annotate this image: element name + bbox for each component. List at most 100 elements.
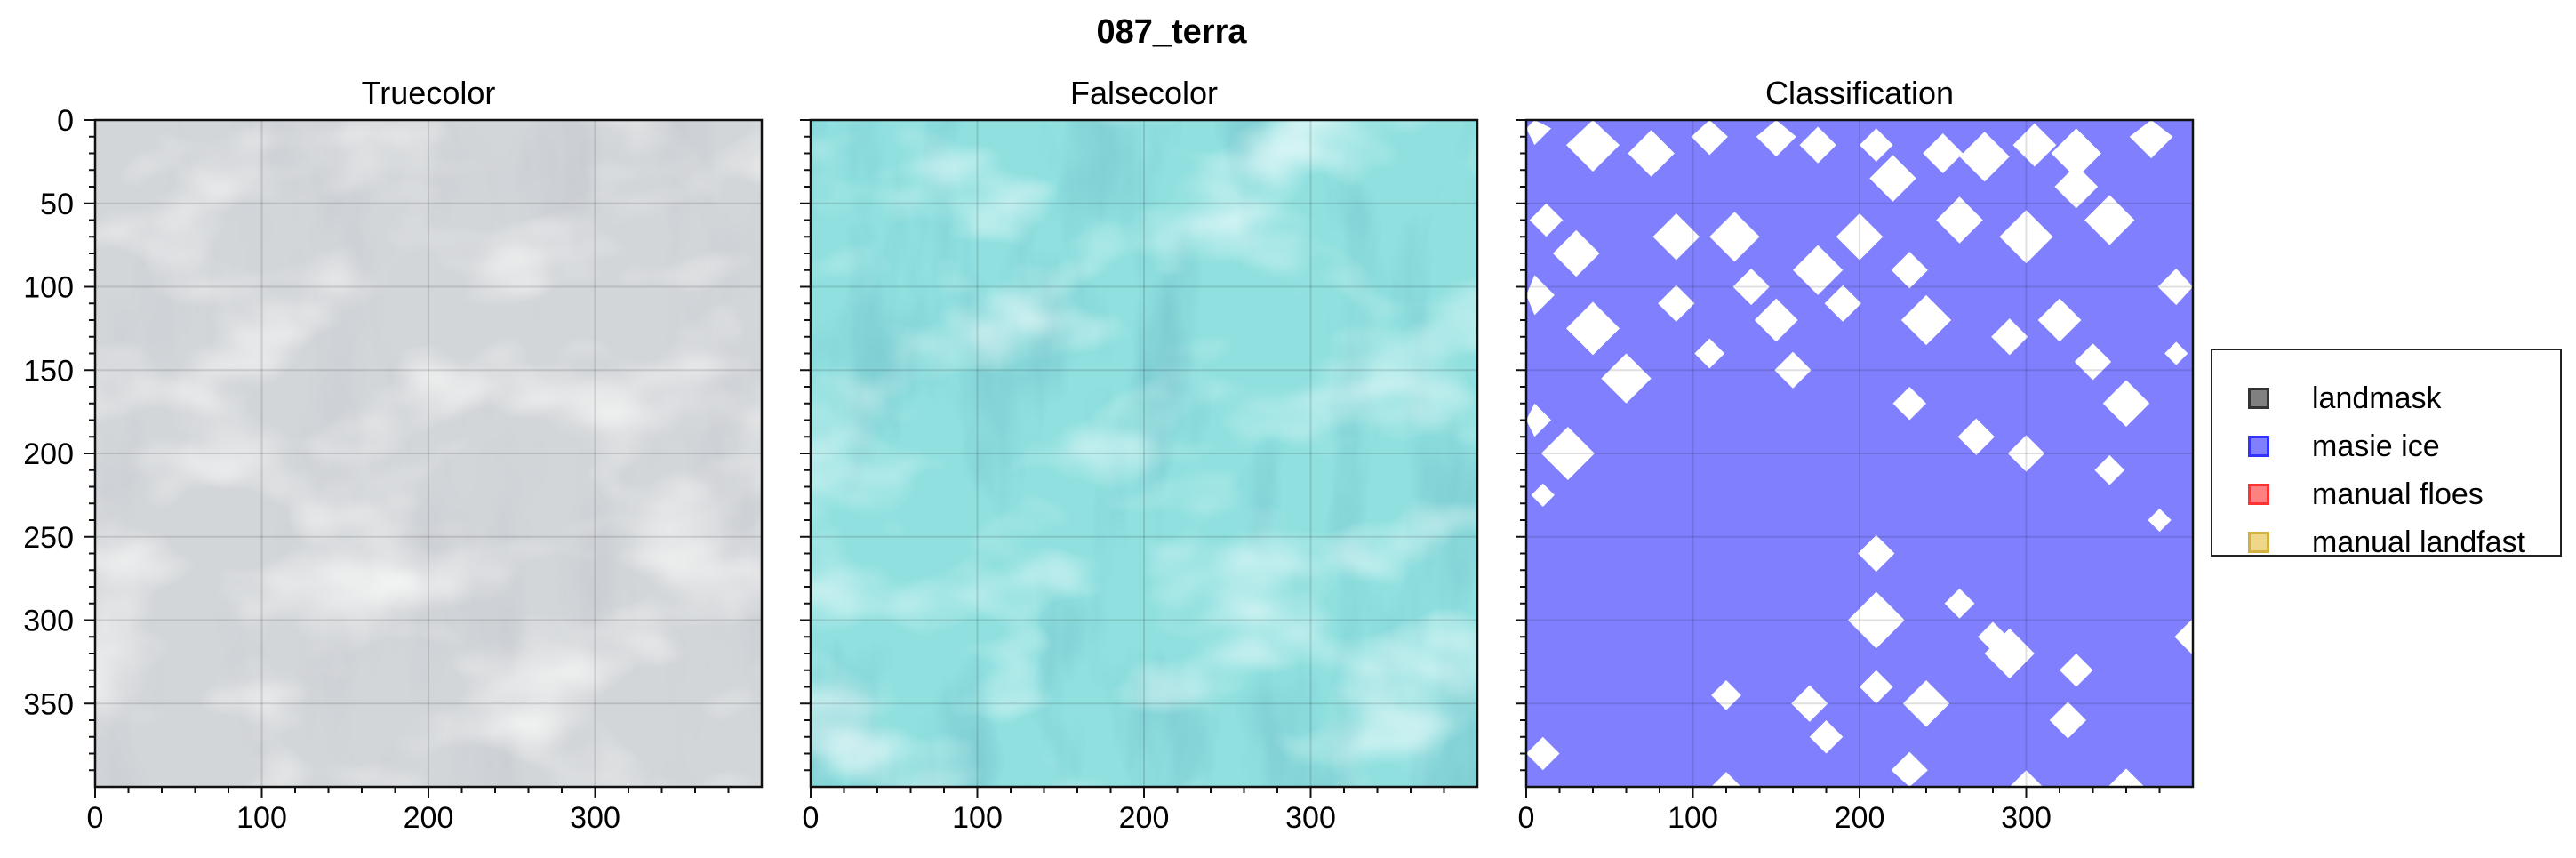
unclassified-patch — [1526, 736, 1560, 771]
unclassified-patch — [2164, 341, 2188, 365]
unclassified-patch — [1791, 685, 1828, 722]
unclassified-patch — [1824, 285, 1861, 322]
unclassified-patch — [1891, 751, 1928, 787]
legend-swatch — [2248, 484, 2269, 505]
unclassified-patch — [1891, 252, 1928, 289]
unclassified-patch — [1652, 213, 1700, 261]
panel-title: Falsecolor — [1070, 75, 1218, 111]
unclassified-patch — [1711, 772, 1741, 787]
unclassified-patch — [1526, 403, 1552, 437]
unclassified-patch — [2108, 768, 2145, 787]
legend-label: manual landfast — [2312, 525, 2526, 559]
legend-item-landmask: landmask — [2248, 381, 2442, 416]
unclassified-patch — [1540, 427, 1595, 480]
panel-classification: Classification 0 100 200 300 — [1516, 75, 2195, 835]
unclassified-patch — [2060, 654, 2093, 687]
unclassified-patch — [1869, 155, 1916, 202]
unclassified-patch — [2084, 195, 2135, 245]
x-tick-label: 300 — [570, 801, 620, 835]
x-tick-label: 300 — [1285, 801, 1336, 835]
unclassified-patch — [1944, 588, 1975, 619]
unclassified-patch — [2102, 380, 2150, 427]
legend-swatch — [2248, 388, 2269, 409]
unclassified-patch — [1902, 680, 1950, 727]
unclassified-patch — [1793, 245, 1844, 295]
unclassified-patch — [1526, 120, 1552, 146]
panel-falsecolor: Falsecolor 0 100 200 300 — [800, 75, 1479, 835]
unclassified-patch — [1900, 294, 1952, 346]
unclassified-patch — [1529, 203, 1564, 237]
unclassified-patch — [1601, 353, 1652, 404]
unclassified-patch — [1999, 210, 2053, 264]
unclassified-patch — [2174, 618, 2193, 655]
unclassified-patch — [1923, 133, 1964, 173]
x-tick-label: 100 — [1668, 801, 1718, 835]
unclassified-patch — [1860, 670, 1893, 704]
unclassified-patch — [2074, 343, 2112, 381]
unclassified-patch — [2148, 508, 2172, 533]
legend-item-manual-landfast: manual landfast — [2248, 525, 2525, 560]
unclassified-patch — [2094, 454, 2125, 485]
unclassified-patch — [1799, 126, 1836, 164]
unclassified-patch — [1892, 387, 1926, 421]
image-texture-light — [811, 120, 1477, 787]
figure-title: 087_terra — [1096, 13, 1247, 51]
unclassified-patch — [1531, 483, 1555, 507]
legend-swatch — [2248, 532, 2269, 553]
panel-title: Truecolor — [362, 75, 496, 111]
unclassified-patch — [1754, 298, 1798, 342]
unclassified-patch — [1836, 213, 1884, 261]
x-tick-label: 0 — [87, 801, 104, 835]
unclassified-patch — [2009, 770, 2044, 787]
x-tick-label: 200 — [1119, 801, 1170, 835]
x-tick-label: 200 — [1835, 801, 1885, 835]
unclassified-patch — [1936, 196, 1983, 244]
legend-item-masie-ice: masie ice — [2248, 429, 2440, 464]
unclassified-patch — [2054, 164, 2099, 209]
x-tick-label: 100 — [236, 801, 287, 835]
y-tick-label: 350 — [23, 687, 74, 721]
unclassified-patch — [1709, 212, 1760, 262]
unclassified-patch — [1691, 120, 1728, 156]
unclassified-patch — [1711, 680, 1741, 710]
x-tick-label: 0 — [1518, 801, 1535, 835]
legend-label: landmask — [2312, 381, 2442, 415]
y-tick-label: 300 — [23, 605, 74, 638]
panel-title: Classification — [1765, 75, 1954, 111]
y-tick-label: 100 — [23, 271, 74, 305]
unclassified-patch — [2012, 123, 2057, 167]
y-tick-label: 150 — [23, 354, 74, 388]
unclassified-patch — [1959, 132, 2010, 182]
unclassified-patch — [1732, 268, 1770, 306]
unclassified-patch — [1756, 120, 1796, 157]
x-tick-label: 0 — [803, 801, 820, 835]
unclassified-patch — [1774, 351, 1812, 389]
x-tick-label: 200 — [404, 801, 454, 835]
unclassified-patch — [1553, 229, 1600, 277]
unclassified-patch — [1847, 591, 1905, 649]
unclassified-patch — [2049, 702, 2086, 739]
y-tick-label: 50 — [40, 188, 74, 221]
legend-swatch — [2248, 436, 2269, 457]
unclassified-patch — [1860, 128, 1893, 162]
unclassified-patch — [2007, 435, 2045, 472]
y-tick-label: 0 — [57, 104, 74, 138]
image-texture-light — [95, 120, 762, 787]
legend-item-manual-floes: manual floes — [2248, 477, 2484, 512]
unclassified-patch — [1658, 285, 1695, 322]
unclassified-patch — [1858, 534, 1895, 573]
x-tick-label: 100 — [952, 801, 1003, 835]
y-tick-label: 250 — [23, 521, 74, 555]
legend: landmask masie ice manual floes manual l… — [2211, 349, 2562, 560]
unclassified-patch — [1978, 621, 2008, 653]
legend-label: masie ice — [2312, 429, 2440, 463]
unclassified-patch — [2129, 120, 2173, 159]
unclassified-patch — [1526, 275, 1555, 316]
unclassified-patch — [1566, 120, 1620, 172]
unclassified-patch — [1957, 418, 1995, 455]
y-tick-label: 200 — [23, 437, 74, 471]
unclassified-patch — [1991, 318, 2028, 356]
unclassified-patch — [2037, 298, 2082, 342]
unclassified-patch — [1566, 301, 1620, 356]
